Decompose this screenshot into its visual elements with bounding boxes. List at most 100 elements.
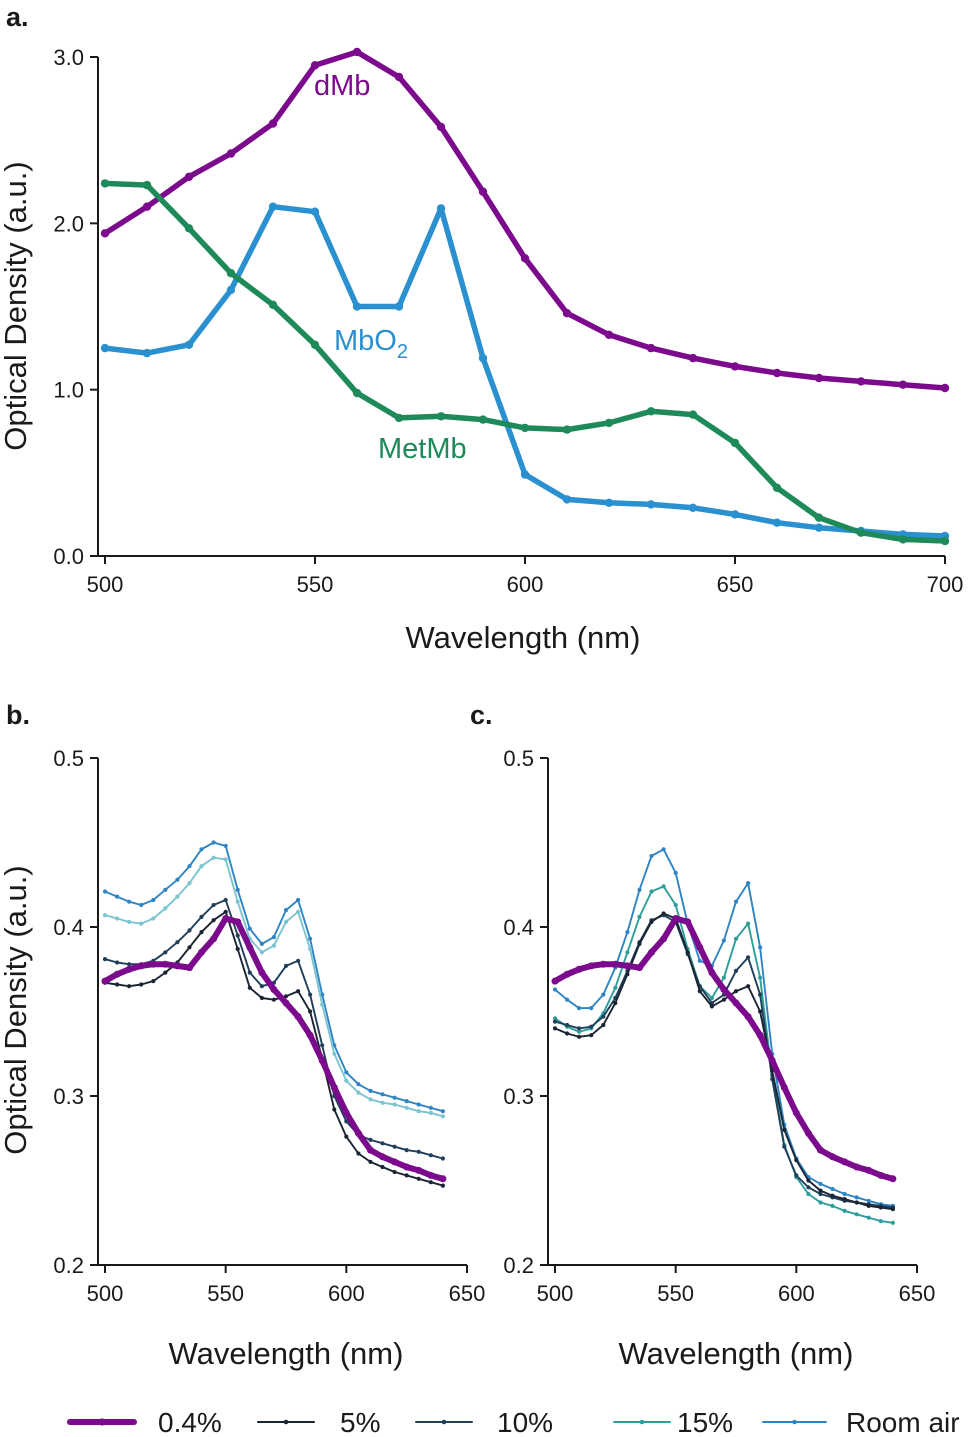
data-point-c-roomair bbox=[625, 930, 630, 935]
data-point-c-10 bbox=[782, 1144, 787, 1149]
data-point-c-15 bbox=[890, 1220, 896, 1225]
data-point-b-04 bbox=[270, 986, 278, 993]
data-point-b-15 bbox=[380, 1100, 385, 1105]
data-point-b-04 bbox=[113, 970, 121, 978]
data-point-c-15 bbox=[721, 975, 727, 980]
data-point-c-04 bbox=[804, 1129, 812, 1137]
legend-swatch-marker bbox=[283, 1419, 289, 1425]
data-point-a-mbo2 bbox=[310, 207, 320, 216]
data-point-b-5 bbox=[344, 1134, 349, 1139]
data-point-b-10 bbox=[175, 940, 180, 945]
data-point-a-mbo2 bbox=[142, 348, 152, 358]
data-point-c-04 bbox=[575, 965, 583, 973]
data-point-b-15 bbox=[151, 916, 156, 921]
data-point-b-5 bbox=[127, 984, 132, 989]
data-point-b-5 bbox=[404, 1173, 409, 1178]
data-point-b-roomair bbox=[296, 897, 301, 903]
data-point-c-15 bbox=[733, 936, 739, 941]
data-point-b-5 bbox=[139, 982, 144, 987]
data-point-b-10 bbox=[368, 1137, 373, 1142]
data-point-b-04 bbox=[246, 943, 254, 951]
x-axis-title-a: Wavelength (nm) bbox=[406, 620, 641, 655]
data-point-c-04 bbox=[563, 970, 571, 978]
data-point-c-5 bbox=[866, 1203, 871, 1208]
data-point-c-roomair bbox=[842, 1191, 847, 1197]
data-point-b-04 bbox=[379, 1153, 386, 1161]
data-point-b-04 bbox=[234, 918, 242, 926]
data-point-b-15 bbox=[320, 1002, 325, 1007]
data-point-b-04 bbox=[403, 1163, 411, 1171]
data-point-c-5 bbox=[733, 989, 739, 994]
data-point-a-metmb bbox=[100, 179, 110, 188]
data-point-c-roomair bbox=[697, 958, 702, 963]
data-point-b-15 bbox=[344, 1078, 349, 1083]
data-point-a-metmb bbox=[394, 413, 404, 423]
x-tick-label-a: 700 bbox=[927, 572, 964, 597]
data-point-a-metmb bbox=[310, 340, 320, 349]
data-point-c-04 bbox=[599, 960, 607, 968]
data-point-b-5 bbox=[380, 1164, 385, 1170]
series-label-MbO2-subscript: 2 bbox=[397, 341, 408, 363]
data-point-a-dmb bbox=[772, 368, 782, 378]
y-tick-label-a: 2.0 bbox=[53, 211, 84, 236]
data-point-b-15 bbox=[416, 1109, 421, 1114]
data-point-c-roomair bbox=[565, 997, 570, 1002]
data-point-b-5 bbox=[332, 1107, 337, 1112]
data-point-b-roomair bbox=[151, 897, 156, 903]
y-tick-label-a: 1.0 bbox=[53, 378, 84, 403]
data-point-a-metmb bbox=[226, 269, 236, 278]
data-point-b-roomair bbox=[271, 935, 276, 940]
data-point-b-15 bbox=[235, 899, 240, 904]
data-point-a-mbo2 bbox=[562, 495, 572, 504]
data-point-c-04 bbox=[756, 1031, 764, 1039]
data-point-b-04 bbox=[125, 965, 133, 973]
data-point-c-5 bbox=[830, 1193, 835, 1198]
data-point-c-roomair bbox=[661, 847, 666, 852]
data-point-a-dmb bbox=[352, 47, 362, 57]
data-point-a-mbo2 bbox=[688, 503, 698, 512]
data-point-a-mbo2 bbox=[772, 518, 782, 527]
legend-swatch-marker bbox=[792, 1419, 797, 1425]
data-point-a-dmb bbox=[646, 343, 656, 353]
data-point-c-roomair bbox=[758, 945, 763, 950]
series-line-b-5 bbox=[104, 910, 444, 1187]
data-point-c-10 bbox=[806, 1185, 811, 1190]
data-point-c-10 bbox=[577, 1026, 582, 1031]
data-point-b-5 bbox=[163, 970, 168, 975]
series-group-b bbox=[101, 840, 447, 1188]
data-point-b-04 bbox=[427, 1171, 435, 1179]
data-point-c-10 bbox=[589, 1024, 594, 1029]
data-point-c-roomair bbox=[601, 992, 606, 997]
data-point-a-dmb bbox=[184, 172, 194, 181]
data-point-b-10 bbox=[163, 950, 168, 955]
data-point-b-15 bbox=[368, 1097, 373, 1102]
data-point-b-15 bbox=[259, 950, 264, 955]
data-point-a-metmb bbox=[730, 438, 740, 448]
data-point-b-roomair bbox=[344, 1070, 349, 1075]
data-point-b-5 bbox=[416, 1176, 421, 1181]
legend-label: 5% bbox=[340, 1407, 380, 1437]
data-point-a-mbo2 bbox=[646, 500, 656, 509]
data-point-c-roomair bbox=[673, 870, 678, 876]
data-point-b-04 bbox=[186, 964, 193, 972]
data-point-b-5 bbox=[428, 1180, 433, 1185]
data-point-b-5 bbox=[271, 997, 276, 1002]
data-point-a-metmb bbox=[142, 180, 152, 190]
data-point-c-15 bbox=[661, 884, 666, 889]
data-point-b-roomair bbox=[283, 908, 289, 913]
data-point-c-5 bbox=[721, 997, 727, 1002]
data-point-b-roomair bbox=[127, 899, 132, 904]
data-point-a-dmb bbox=[268, 119, 278, 128]
data-point-a-metmb bbox=[436, 412, 446, 421]
data-point-b-roomair bbox=[247, 926, 252, 931]
data-point-c-04 bbox=[841, 1158, 849, 1166]
data-point-b-10 bbox=[440, 1156, 445, 1161]
data-point-c-04 bbox=[648, 948, 655, 956]
y-tick-label-c: 0.2 bbox=[503, 1253, 534, 1278]
data-point-a-mbo2 bbox=[100, 343, 110, 353]
data-point-a-metmb bbox=[604, 418, 614, 428]
data-point-c-15 bbox=[673, 902, 678, 908]
data-point-b-roomair bbox=[392, 1095, 397, 1100]
data-point-c-roomair bbox=[854, 1195, 859, 1200]
